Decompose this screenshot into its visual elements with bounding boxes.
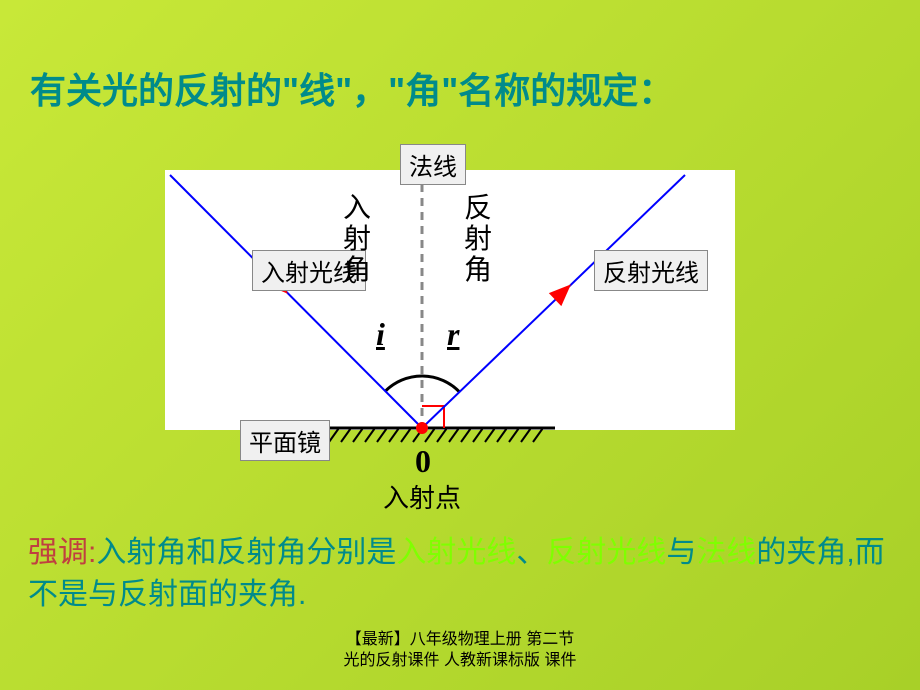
emphasis-span: 入射角和反射角分别是: [96, 536, 396, 569]
incident-angle-label: 入射角: [342, 193, 372, 285]
emphasis-span: 反射光线: [546, 536, 666, 569]
emphasis-span: 入射光线: [396, 536, 516, 569]
emphasis-span: 与: [666, 536, 696, 569]
angle-i-label: i: [376, 316, 385, 353]
reflection-angle-label: 反射角: [463, 193, 493, 285]
footer-line1: 【最新】八年级物理上册 第二节: [0, 630, 920, 651]
footer-text: 【最新】八年级物理上册 第二节 光的反射课件 人教新课标版 课件: [0, 630, 920, 672]
footer-line2: 光的反射课件 人教新课标版 课件: [0, 651, 920, 672]
mirror-label: 平面镜: [240, 420, 330, 461]
diagram-svg: [165, 170, 735, 460]
page-title: 有关光的反射的"线"，"角"名称的规定：: [30, 68, 850, 115]
emphasis-text: 强调:入射角和反射角分别是入射光线、反射光线与法线的夹角,而不是与反射面的夹角.: [28, 532, 898, 616]
emphasis-span: 强调:: [28, 536, 96, 569]
emphasis-span: 法线: [696, 536, 756, 569]
incidence-point-label: 入射点: [383, 478, 461, 515]
normal-line-label: 法线: [400, 144, 466, 185]
origin-label: 0: [415, 443, 431, 480]
reflection-diagram: [165, 170, 735, 430]
reflected-ray-label: 反射光线: [594, 250, 708, 291]
emphasis-span: 、: [516, 536, 546, 569]
angle-r-label: r: [447, 316, 459, 353]
